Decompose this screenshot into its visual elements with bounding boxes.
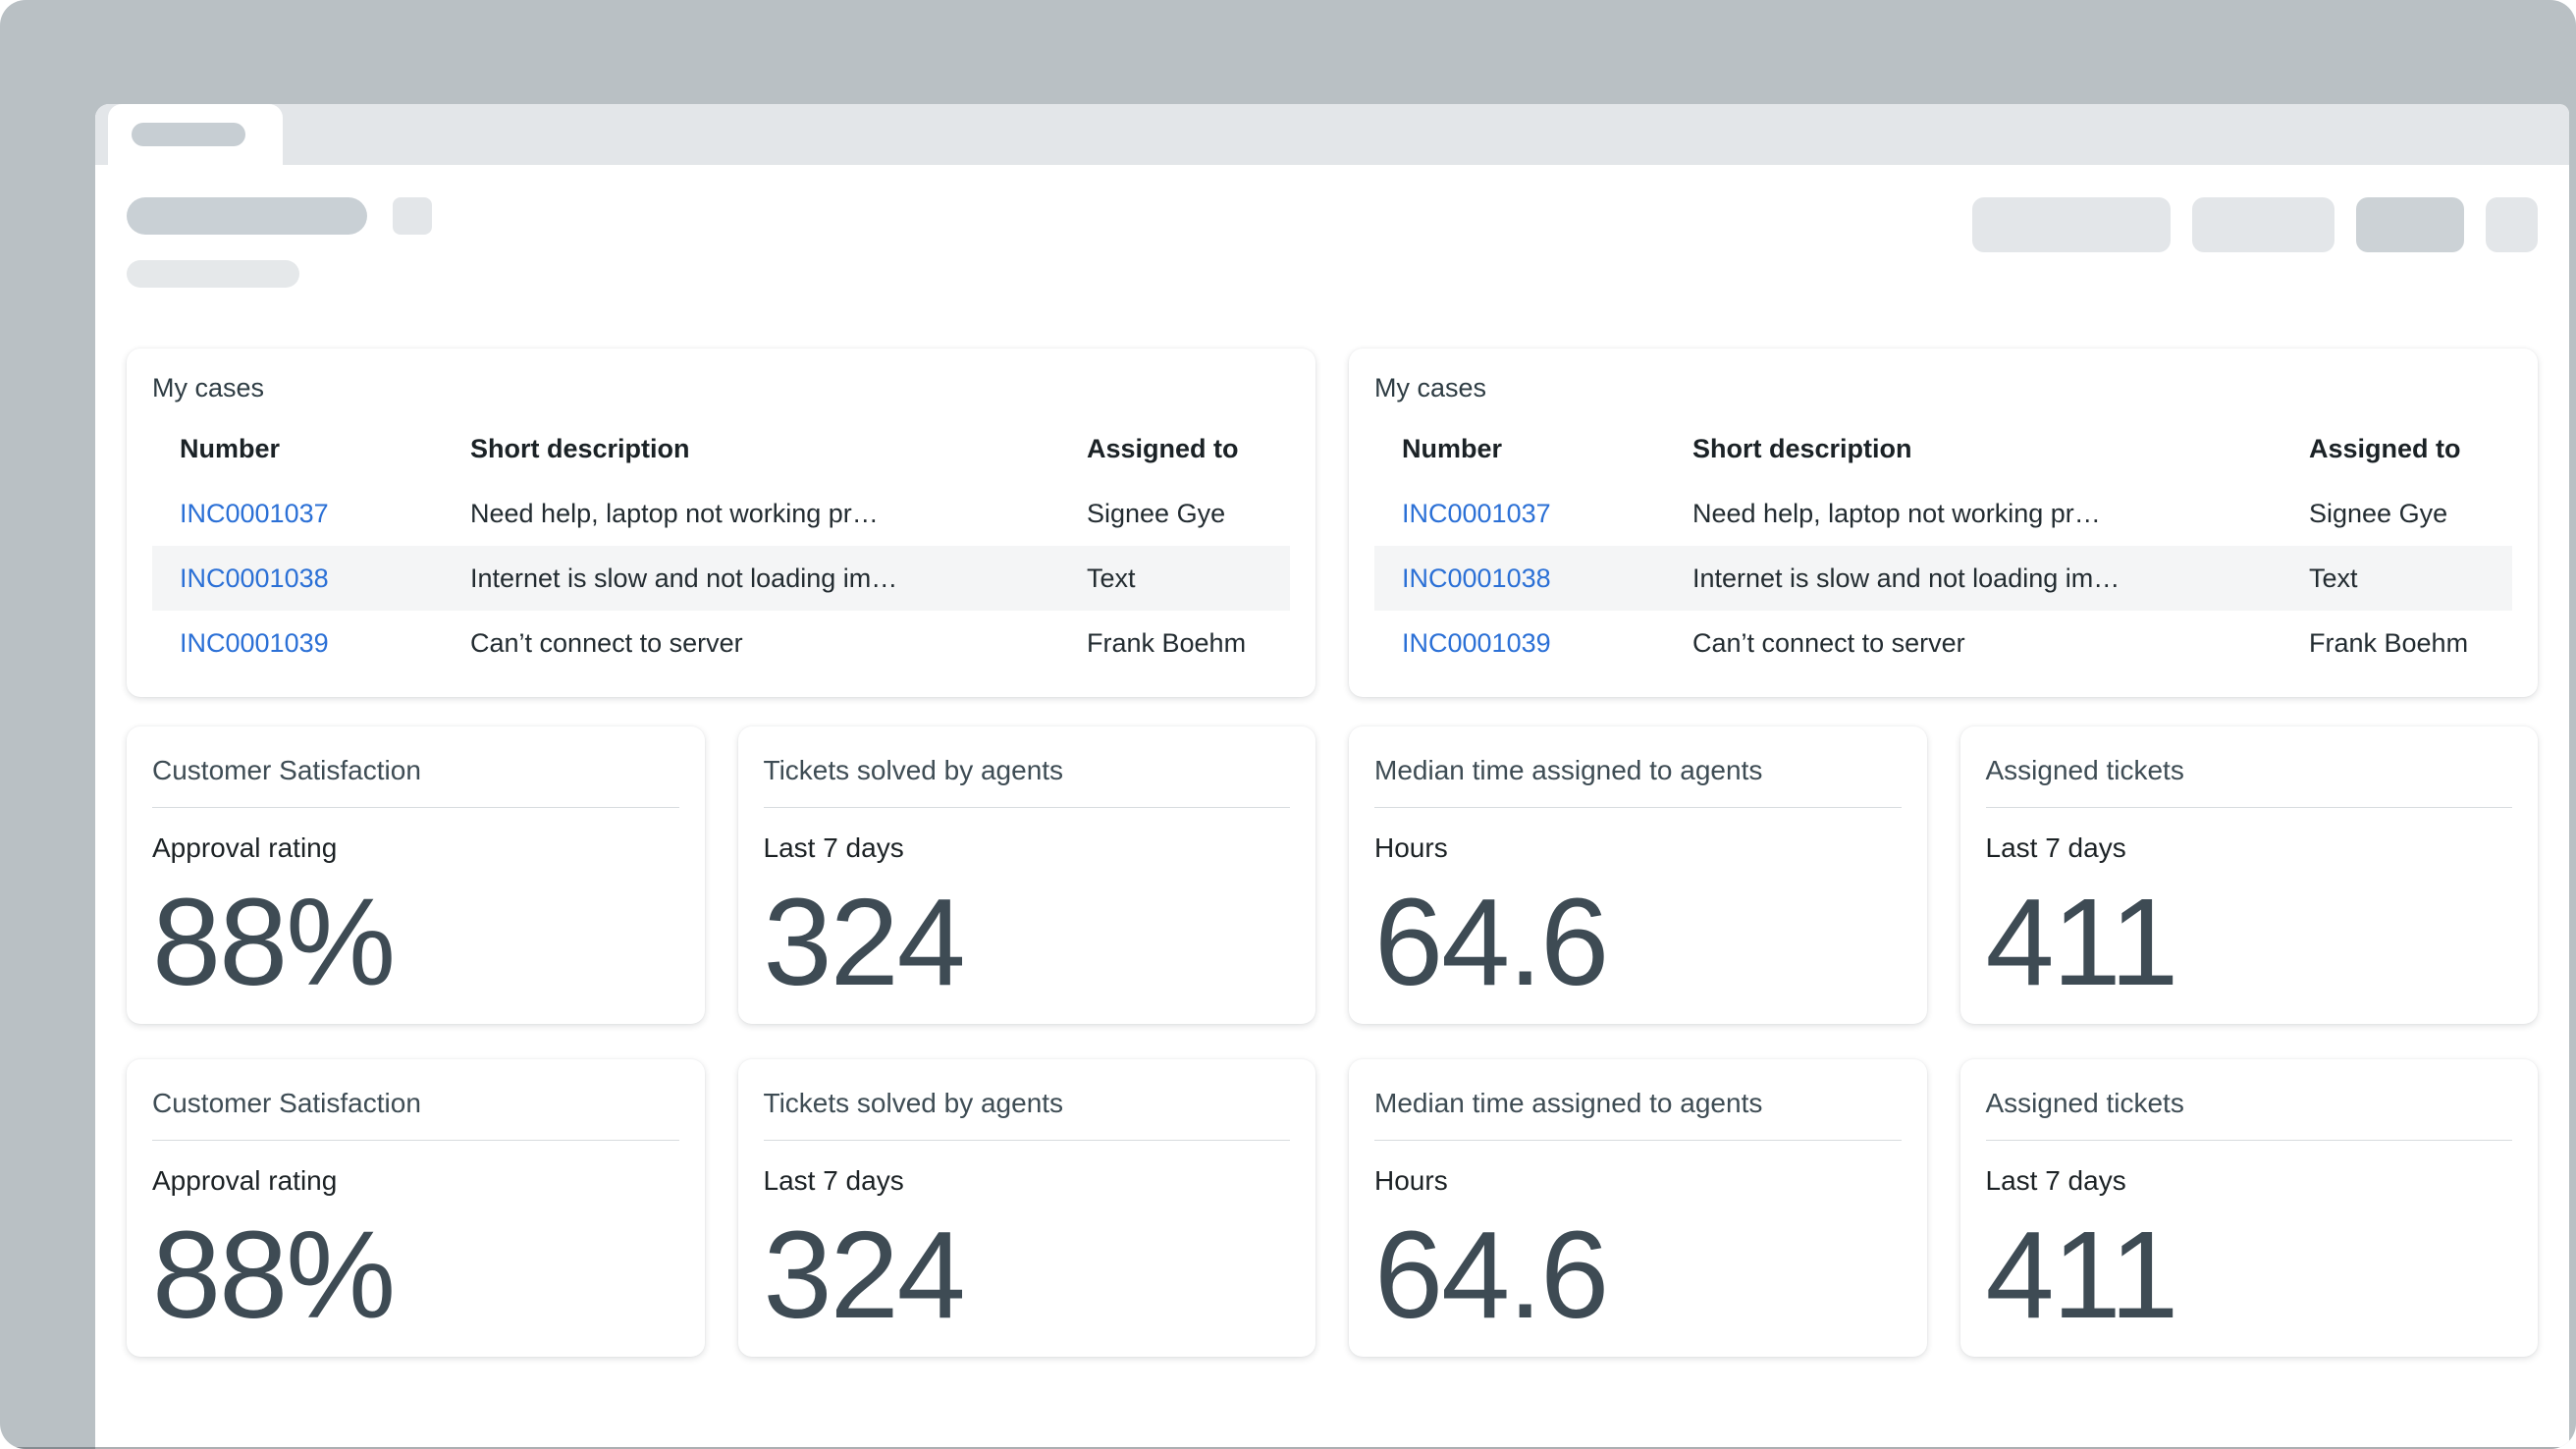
cell-short-description: Need help, laptop not working pr… [1692,498,2101,528]
cell-assigned-to: Text [2309,563,2358,593]
divider [1374,807,1902,808]
table-row: INC0001038 Internet is slow and not load… [152,546,1290,611]
cell-short-description: Internet is slow and not loading im… [470,563,898,593]
kpi-card-customer-satisfaction: Customer Satisfaction Approval rating 88… [127,1059,705,1357]
divider [763,807,1290,808]
divider [763,1140,1290,1141]
kpi-card-customer-satisfaction: Customer Satisfaction Approval rating 88… [127,726,705,1024]
kpi-card-tickets-solved: Tickets solved by agents Last 7 days 324 [737,726,1315,1024]
kpi-card-tickets-solved: Tickets solved by agents Last 7 days 324 [737,1059,1315,1357]
case-link[interactable]: INC0001039 [1402,627,1551,658]
cell-assigned-to: Signee Gye [1087,498,1226,528]
column-header-short-description: Short description [1692,433,1912,463]
case-link[interactable]: INC0001037 [1402,498,1551,528]
table-row: INC0001038 Internet is slow and not load… [1374,546,2512,611]
tab-title-placeholder [132,123,245,146]
kpi-title: Median time assigned to agents [1374,755,1763,785]
kpi-subtitle: Last 7 days [763,1165,904,1196]
case-link[interactable]: INC0001038 [180,563,329,593]
kpi-card-assigned-tickets: Assigned tickets Last 7 days 411 [1959,726,2538,1024]
kpi-title: Tickets solved by agents [763,755,1064,785]
favorite-icon-placeholder[interactable] [393,197,432,235]
column-header-number: Number [1402,433,1503,463]
kpi-value: 411 [1985,873,2179,1011]
kpi-row-2: Customer Satisfaction Approval rating 88… [127,1059,2538,1357]
toolbar-button-placeholder-1[interactable] [1972,197,2171,252]
table-row: INC0001039 Can’t connect to server Frank… [1374,611,2512,675]
header-toolbar [1972,197,2538,252]
table-row: INC0001037 Need help, laptop not working… [1374,481,2512,546]
kpi-title: Tickets solved by agents [763,1088,1064,1118]
case-link[interactable]: INC0001038 [1402,563,1551,593]
card-title: My cases [1374,373,1487,402]
kpi-value: 324 [763,873,966,1011]
kpi-title: Customer Satisfaction [152,755,421,785]
case-link[interactable]: INC0001039 [180,627,329,658]
column-header-short-description: Short description [470,433,690,463]
table-header-row: Number Short description Assigned to [1374,416,2512,481]
browser-window: My cases Number Short description Assign… [95,104,2569,1449]
kpi-value: 411 [1985,1206,2179,1344]
table-row: INC0001039 Can’t connect to server Frank… [152,611,1290,675]
kpi-title: Customer Satisfaction [152,1088,421,1118]
toolbar-button-placeholder-3[interactable] [2356,197,2464,252]
divider [1985,807,2512,808]
cell-short-description: Need help, laptop not working pr… [470,498,879,528]
kpi-subtitle: Approval rating [152,1165,338,1196]
table-header-row: Number Short description Assigned to [152,416,1290,481]
cell-short-description: Can’t connect to server [1692,627,1965,658]
browser-tab[interactable] [108,104,283,165]
kpi-subtitle: Last 7 days [1985,832,2126,863]
kpi-value: 88% [152,1206,396,1344]
cases-tables-row: My cases Number Short description Assign… [127,349,2538,697]
column-header-assigned-to: Assigned to [2309,433,2461,463]
card-title: My cases [152,373,265,402]
cases-table: Number Short description Assigned to INC… [152,416,1290,675]
kpi-card-median-time: Median time assigned to agents Hours 64.… [1349,726,1927,1024]
divider [1985,1140,2512,1141]
kpi-card-assigned-tickets: Assigned tickets Last 7 days 411 [1959,1059,2538,1357]
page-title-placeholder [127,197,367,235]
column-header-assigned-to: Assigned to [1087,433,1239,463]
case-link[interactable]: INC0001037 [180,498,329,528]
breadcrumb-placeholder [127,260,299,288]
toolbar-button-placeholder-2[interactable] [2192,197,2334,252]
kpi-subtitle: Hours [1374,832,1448,863]
kpi-value: 88% [152,873,396,1011]
kpi-title: Assigned tickets [1985,1088,2184,1118]
column-header-number: Number [180,433,281,463]
cell-assigned-to: Frank Boehm [2309,627,2469,658]
kpi-value: 64.6 [1374,1206,1609,1344]
cell-assigned-to: Signee Gye [2309,498,2448,528]
kpi-card-median-time: Median time assigned to agents Hours 64.… [1349,1059,1927,1357]
kpi-subtitle: Approval rating [152,832,338,863]
divider [1374,1140,1902,1141]
header-left [127,197,432,288]
kpi-title: Median time assigned to agents [1374,1088,1763,1118]
table-row: INC0001037 Need help, laptop not working… [152,481,1290,546]
kpi-row-1: Customer Satisfaction Approval rating 88… [127,726,2538,1024]
divider [152,1140,679,1141]
cell-short-description: Can’t connect to server [470,627,743,658]
dashboard-content: My cases Number Short description Assign… [95,319,2569,1357]
divider [152,807,679,808]
kpi-value: 324 [763,1206,966,1344]
cases-table: Number Short description Assigned to INC… [1374,416,2512,675]
my-cases-card-right: My cases Number Short description Assign… [1349,349,2538,697]
kpi-title: Assigned tickets [1985,755,2184,785]
cell-assigned-to: Text [1087,563,1136,593]
kpi-subtitle: Last 7 days [763,832,904,863]
cell-assigned-to: Frank Boehm [1087,627,1247,658]
browser-tabstrip [95,104,2569,165]
page-header [95,165,2569,319]
kpi-subtitle: Hours [1374,1165,1448,1196]
cell-short-description: Internet is slow and not loading im… [1692,563,2120,593]
kpi-subtitle: Last 7 days [1985,1165,2126,1196]
my-cases-card-left: My cases Number Short description Assign… [127,349,1315,697]
toolbar-button-placeholder-4[interactable] [2486,197,2538,252]
kpi-value: 64.6 [1374,873,1609,1011]
